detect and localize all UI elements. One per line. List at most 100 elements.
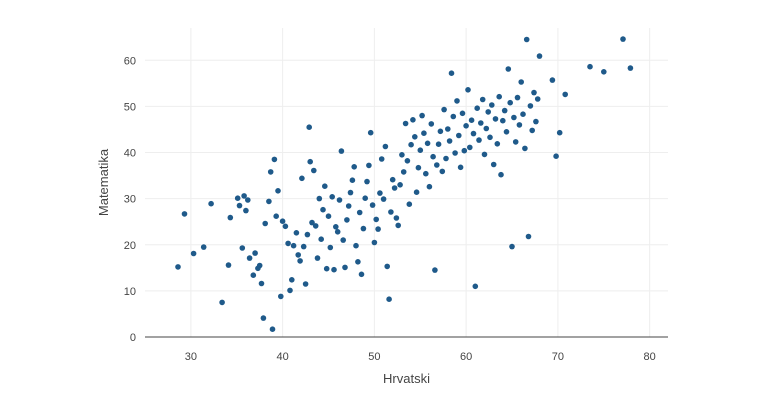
data-point	[487, 134, 493, 141]
data-point	[397, 182, 403, 188]
data-point	[219, 299, 225, 306]
data-point	[375, 226, 381, 232]
y-axis-title: Matematika	[96, 148, 111, 216]
data-point	[503, 129, 510, 135]
data-point	[481, 151, 488, 158]
data-point	[236, 202, 243, 209]
data-point	[312, 223, 319, 229]
data-point	[269, 326, 276, 333]
data-point	[511, 114, 517, 121]
data-point	[404, 158, 411, 164]
data-point	[388, 209, 394, 215]
axes: 30 40 50 60 70 80 0 10 20 30 40 50 60	[124, 55, 668, 363]
data-point	[386, 296, 392, 303]
data-point	[389, 176, 396, 183]
data-point	[399, 152, 405, 158]
data-point	[395, 222, 402, 229]
data-point	[200, 244, 207, 250]
data-point	[627, 65, 634, 71]
data-point	[463, 123, 469, 129]
data-point	[410, 117, 416, 123]
data-point	[533, 118, 539, 125]
data-point	[443, 155, 449, 162]
data-point	[252, 250, 258, 256]
data-point	[489, 102, 495, 108]
data-point	[496, 93, 503, 100]
data-point	[456, 132, 462, 139]
data-point	[333, 224, 339, 230]
y-tick-label: 50	[124, 101, 136, 113]
data-point	[470, 130, 477, 137]
x-tick-label: 80	[644, 351, 656, 363]
data-point	[393, 215, 400, 221]
data-point	[439, 168, 446, 175]
data-point	[512, 139, 519, 145]
data-point	[459, 110, 466, 117]
data-point	[400, 169, 407, 175]
data-point	[505, 66, 512, 72]
data-point	[514, 94, 521, 101]
data-point	[419, 112, 425, 119]
data-point	[498, 171, 504, 178]
data-point	[356, 209, 363, 216]
data-point	[304, 231, 311, 238]
data-point	[355, 259, 361, 265]
data-point	[320, 206, 326, 213]
data-point	[297, 258, 303, 264]
x-tick-label: 40	[277, 351, 289, 363]
data-point	[472, 283, 479, 290]
data-point	[377, 190, 383, 196]
data-point	[507, 99, 513, 106]
data-point	[256, 262, 263, 269]
data-point	[345, 203, 352, 209]
y-tick-label: 10	[124, 286, 136, 298]
data-point	[445, 126, 451, 132]
data-point	[364, 178, 370, 185]
data-point	[282, 223, 289, 230]
data-point	[412, 134, 418, 140]
data-point	[417, 147, 424, 153]
data-point	[234, 195, 241, 201]
data-point	[245, 197, 251, 203]
data-point	[553, 153, 559, 159]
data-point	[529, 127, 535, 134]
data-point	[314, 255, 321, 261]
data-point	[492, 116, 499, 122]
data-point	[421, 130, 427, 136]
data-point	[239, 245, 246, 251]
x-axis-title: Hrvatski	[383, 371, 430, 386]
x-tick-label: 70	[552, 351, 564, 363]
data-point	[465, 87, 471, 93]
data-point	[331, 266, 337, 273]
data-point	[587, 63, 593, 70]
data-point	[362, 195, 369, 201]
data-point	[476, 137, 482, 143]
data-point	[448, 70, 455, 76]
data-point	[279, 218, 286, 224]
data-point	[437, 128, 444, 135]
data-point	[402, 120, 409, 127]
data-point	[441, 106, 447, 113]
data-point	[457, 164, 464, 171]
data-point	[454, 98, 460, 104]
data-point	[327, 244, 334, 251]
data-point	[430, 153, 436, 160]
data-point	[562, 91, 568, 98]
x-tick-label: 30	[185, 351, 197, 363]
data-point	[531, 89, 537, 96]
data-point	[461, 147, 468, 154]
data-point	[347, 189, 354, 196]
x-tick-label: 60	[460, 351, 472, 363]
data-point	[406, 201, 413, 207]
data-point	[408, 141, 414, 148]
data-point	[415, 164, 422, 171]
data-point	[620, 36, 626, 42]
data-point	[340, 237, 347, 243]
data-point	[490, 161, 497, 168]
data-point	[241, 193, 247, 199]
data-point	[500, 117, 506, 124]
data-point	[525, 233, 532, 240]
data-point	[258, 280, 265, 287]
data-point	[452, 150, 458, 156]
